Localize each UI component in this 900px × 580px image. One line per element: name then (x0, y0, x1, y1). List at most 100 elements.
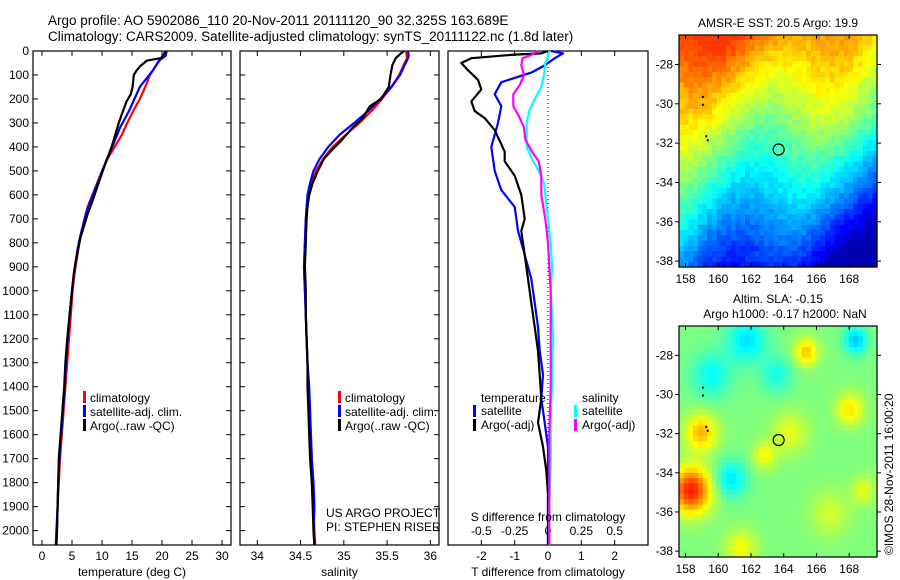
map-cell (778, 551, 784, 558)
map-cell (716, 347, 723, 353)
map-cell (853, 473, 859, 479)
map-cell (829, 467, 836, 474)
map-cell (853, 478, 859, 485)
map-cell (848, 87, 855, 94)
map-cell (697, 499, 704, 506)
map-cell (773, 187, 779, 194)
x-tick-label: 35.5 (375, 549, 399, 563)
map-cell (801, 71, 807, 78)
map-cell (773, 219, 779, 226)
map-cell (778, 66, 784, 73)
map-cell (792, 389, 798, 395)
map-cell (740, 245, 746, 252)
map-cell (834, 551, 840, 558)
map-cell (702, 161, 708, 168)
map-cell (712, 161, 718, 168)
map-cell (707, 473, 713, 479)
map-cell (834, 45, 840, 52)
map-cell (853, 261, 859, 268)
map-cell (754, 389, 760, 395)
map-cell (735, 389, 741, 395)
map-cell (726, 530, 732, 537)
map-cell (740, 389, 746, 395)
y-tick-label: 1800 (2, 476, 29, 490)
map-cell (759, 56, 765, 62)
map-cell (745, 108, 751, 115)
map-cell (702, 103, 708, 110)
map-cell (839, 71, 845, 78)
map-cell (853, 488, 859, 495)
map-cell (801, 50, 807, 57)
map-cell (787, 499, 793, 506)
map-cell (693, 209, 699, 215)
map-cell (811, 35, 817, 41)
map-cell (782, 373, 789, 380)
map-cell (782, 415, 789, 422)
x-axis-label: T difference from climatology (471, 565, 625, 579)
map-cell (867, 114, 873, 120)
map-cell (754, 50, 760, 57)
map-cell (829, 541, 836, 548)
map-cell (730, 494, 737, 500)
map-cell (834, 436, 840, 443)
map-cell (679, 347, 685, 353)
map-cell (735, 520, 741, 527)
map-cell (759, 515, 765, 521)
coastline-fragment (706, 139, 709, 142)
map-cell (787, 145, 793, 152)
map-cell (726, 368, 732, 374)
map-cell (759, 399, 765, 406)
map-cell (707, 182, 713, 189)
map-cell (730, 245, 737, 252)
map-cell (683, 415, 690, 422)
map-cell (796, 389, 803, 395)
map-cell (820, 114, 826, 120)
map-cell (773, 40, 779, 47)
map-cell (820, 420, 826, 427)
map-cell (768, 219, 774, 226)
map-cell (754, 187, 760, 194)
map-cell (773, 420, 779, 427)
map-cell (735, 394, 741, 401)
map-cell (839, 224, 845, 231)
map-cell (763, 45, 770, 52)
map-cell (730, 203, 737, 210)
map-cell (683, 87, 690, 94)
y-tick-label: 200 (9, 92, 29, 106)
map-cell (683, 326, 690, 332)
map-cell (782, 251, 789, 258)
map-cell (778, 50, 784, 57)
map-cell (688, 261, 694, 268)
map-cell (811, 494, 817, 500)
map-cell (688, 77, 694, 84)
map-cell (806, 483, 812, 490)
map-cell (754, 457, 760, 464)
map-cell (787, 536, 793, 542)
map-cell (782, 541, 789, 548)
map-cell (815, 425, 822, 432)
map-cell (693, 114, 699, 120)
map-cell (759, 404, 765, 411)
map-cell (716, 98, 723, 105)
map-cell (740, 35, 746, 41)
map-cell (778, 336, 784, 343)
map-cell (707, 93, 713, 99)
map-cell (749, 536, 756, 542)
coastline-fragment (701, 394, 704, 397)
map-cell (683, 504, 690, 511)
map-cell (768, 473, 774, 479)
map-cell (712, 368, 718, 374)
map-cell (858, 383, 864, 390)
map-cell (862, 488, 869, 495)
map-cell (806, 394, 812, 401)
map-cell (815, 546, 822, 553)
map-cell (862, 362, 869, 369)
map-cell (693, 347, 699, 353)
map-cell (759, 182, 765, 189)
map-cell (787, 394, 793, 401)
map-cell (726, 87, 732, 94)
map-cell (862, 177, 869, 184)
map-cell (853, 352, 859, 359)
map-cell (801, 336, 807, 343)
map-cell (787, 256, 793, 263)
